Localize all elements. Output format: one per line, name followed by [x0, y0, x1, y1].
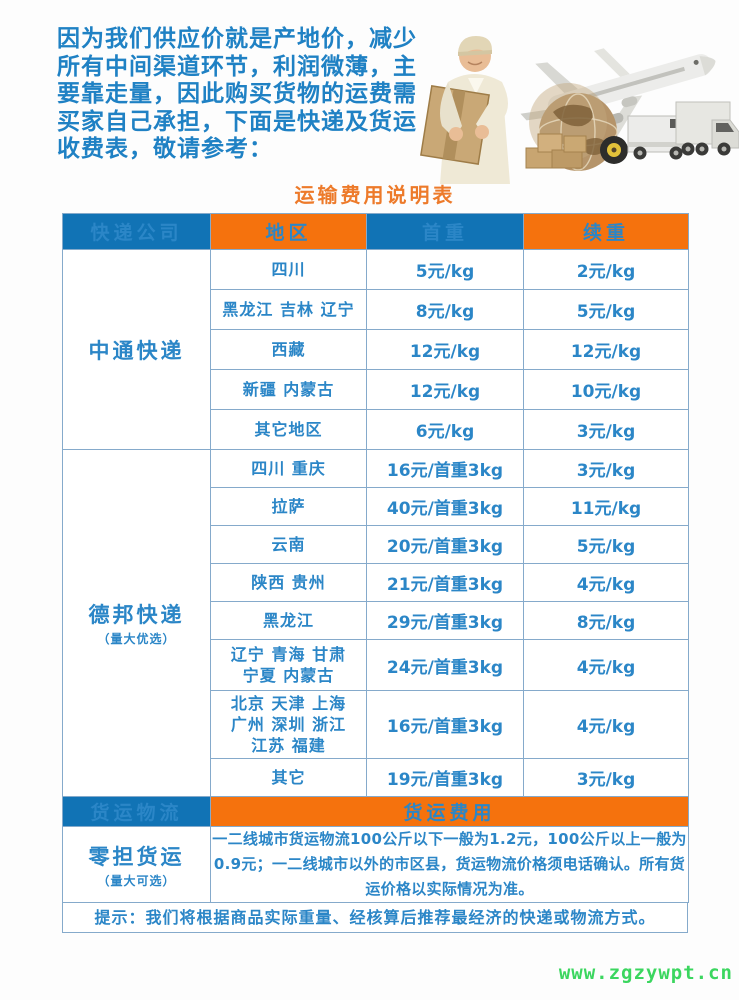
region-cell: 其它地区: [210, 409, 367, 450]
shipping-fee-table: 快递公司 地区 首重 续重 中通快递 四川 5元/kg 2元/kg 黑龙江 吉林…: [62, 213, 689, 903]
first-weight-cell: 24元/首重3kg: [366, 639, 524, 691]
ltl-description: 一二线城市货运物流100公斤以下一般为1.2元，100公斤以上一般为0.9元；一…: [210, 826, 689, 903]
first-weight-cell: 20元/首重3kg: [366, 525, 524, 564]
company-name: 中通快递: [88, 338, 185, 363]
header-additional-weight: 续重: [523, 213, 689, 250]
courier-icon: [420, 36, 510, 184]
table-row: 陕西 贵州 21元/首重3kg 4元/kg: [63, 563, 689, 602]
region-cell: 黑龙江: [210, 601, 367, 640]
company-cell-deppon: 德邦快递 （量大优选）: [62, 449, 211, 797]
additional-weight-cell: 12元/kg: [523, 329, 689, 370]
shipping-fee-section: 快递公司 地区 首重 续重 中通快递 四川 5元/kg 2元/kg 黑龙江 吉林…: [62, 213, 689, 933]
intro-line: 收费表，敬请参考：: [57, 136, 273, 162]
additional-weight-cell: 4元/kg: [523, 639, 689, 691]
table-row: 新疆 内蒙古 12元/kg 10元/kg: [63, 369, 689, 410]
intro-line: 买家自己承担，下面是快递及货运: [57, 108, 417, 135]
region-cell: 新疆 内蒙古: [210, 369, 367, 410]
region-cell: 陕西 贵州: [210, 563, 367, 602]
table-row: 德邦快递 （量大优选） 四川 重庆 16元/首重3kg 3元/kg: [62, 449, 689, 797]
table-row: 拉萨 40元/首重3kg 11元/kg: [63, 487, 689, 526]
freight-fee-header: 货运费用: [210, 796, 689, 827]
watermark-url: www.zgzywpt.cn: [558, 962, 733, 984]
header-region: 地区: [210, 213, 367, 250]
first-weight-cell: 6元/kg: [366, 409, 524, 450]
region-cell: 拉萨: [210, 487, 367, 526]
additional-weight-cell: 8元/kg: [523, 601, 689, 640]
header-first-weight: 首重: [366, 213, 524, 250]
company-subtitle: （量大优选）: [97, 632, 176, 646]
additional-weight-cell: 5元/kg: [523, 525, 689, 564]
ltl-subtitle: （量大可选）: [97, 873, 176, 888]
company-cell-zto: 中通快递: [62, 249, 211, 450]
first-weight-cell: 16元/首重3kg: [366, 690, 524, 759]
first-weight-cell: 19元/首重3kg: [366, 758, 524, 797]
first-weight-cell: 5元/kg: [366, 249, 524, 290]
first-weight-cell: 21元/首重3kg: [366, 563, 524, 602]
region-cell: 西藏: [210, 329, 367, 370]
region-cell: 其它: [210, 758, 367, 797]
boxes-icon: [525, 133, 587, 169]
table-row: 其它地区 6元/kg 3元/kg: [63, 409, 689, 450]
ltl-label: 零担货运: [88, 844, 185, 869]
table-row: 其它 19元/首重3kg 3元/kg: [63, 758, 689, 797]
additional-weight-cell: 3元/kg: [523, 758, 689, 797]
header-courier-company: 快递公司: [62, 213, 211, 250]
page-title: 运输费用说明表: [294, 183, 456, 207]
intro-line: 要靠走量，因此购买货物的运费需: [57, 81, 417, 107]
region-cell: 云南: [210, 525, 367, 564]
wheel-icon: [600, 136, 628, 164]
region-cell: 黑龙江 吉林 辽宁: [210, 289, 367, 330]
table-row: 辽宁 青海 甘肃 宁夏 内蒙古 24元/首重3kg 4元/kg: [63, 639, 689, 691]
intro-paragraph: 因为我们供应价就是产地价，减少 所有中间渠道环节，利润微薄，主 要靠走量，因此购…: [57, 26, 457, 164]
ltl-freight-row: 零担货运 （量大可选） 一二线城市货运物流100公斤以下一般为1.2元，100公…: [62, 826, 689, 903]
intro-line: 所有中间渠道环节，利润微薄，主: [57, 53, 417, 80]
first-weight-cell: 8元/kg: [366, 289, 524, 330]
additional-weight-cell: 5元/kg: [523, 289, 689, 330]
table-row: 黑龙江 吉林 辽宁 8元/kg 5元/kg: [63, 289, 689, 330]
region-cell: 四川: [210, 249, 367, 290]
first-weight-cell: 16元/首重3kg: [366, 449, 524, 488]
intro-line: 因为我们供应价就是产地价，减少: [57, 26, 417, 52]
tip-note: 提示：我们将根据商品实际重量、经核算后推荐最经济的快递或物流方式。: [62, 902, 688, 933]
delivery-illustration: [418, 16, 739, 184]
additional-weight-cell: 4元/kg: [523, 563, 689, 602]
additional-weight-cell: 4元/kg: [523, 690, 689, 759]
ltl-label-cell: 零担货运 （量大可选）: [62, 826, 211, 903]
hero-image: [420, 36, 739, 184]
first-weight-cell: 12元/kg: [366, 329, 524, 370]
table-row: 黑龙江 29元/首重3kg 8元/kg: [63, 601, 689, 640]
additional-weight-cell: 3元/kg: [523, 409, 689, 450]
additional-weight-cell: 11元/kg: [523, 487, 689, 526]
freight-header-row: 货运物流 货运费用: [62, 796, 689, 827]
truck-icon: [675, 101, 739, 156]
freight-logistics-label: 货运物流: [62, 796, 211, 827]
region-cell: 四川 重庆: [210, 449, 367, 488]
table-row: 北京 天津 上海 广州 深圳 浙江 江苏 福建 16元/首重3kg 4元/kg: [63, 690, 689, 759]
table-row: 西藏 12元/kg 12元/kg: [63, 329, 689, 370]
table-row: 中通快递 四川 5元/kg 2元/kg: [62, 249, 689, 450]
first-weight-cell: 40元/首重3kg: [366, 487, 524, 526]
additional-weight-cell: 10元/kg: [523, 369, 689, 410]
region-cell: 北京 天津 上海 广州 深圳 浙江 江苏 福建: [210, 690, 367, 759]
region-cell: 辽宁 青海 甘肃 宁夏 内蒙古: [210, 639, 367, 691]
table-row: 云南 20元/首重3kg 5元/kg: [63, 525, 689, 564]
first-weight-cell: 29元/首重3kg: [366, 601, 524, 640]
additional-weight-cell: 2元/kg: [523, 249, 689, 290]
company-name: 德邦快递: [88, 603, 185, 627]
table-header-row: 快递公司 地区 首重 续重: [62, 213, 689, 250]
first-weight-cell: 12元/kg: [366, 369, 524, 410]
additional-weight-cell: 3元/kg: [523, 449, 689, 488]
